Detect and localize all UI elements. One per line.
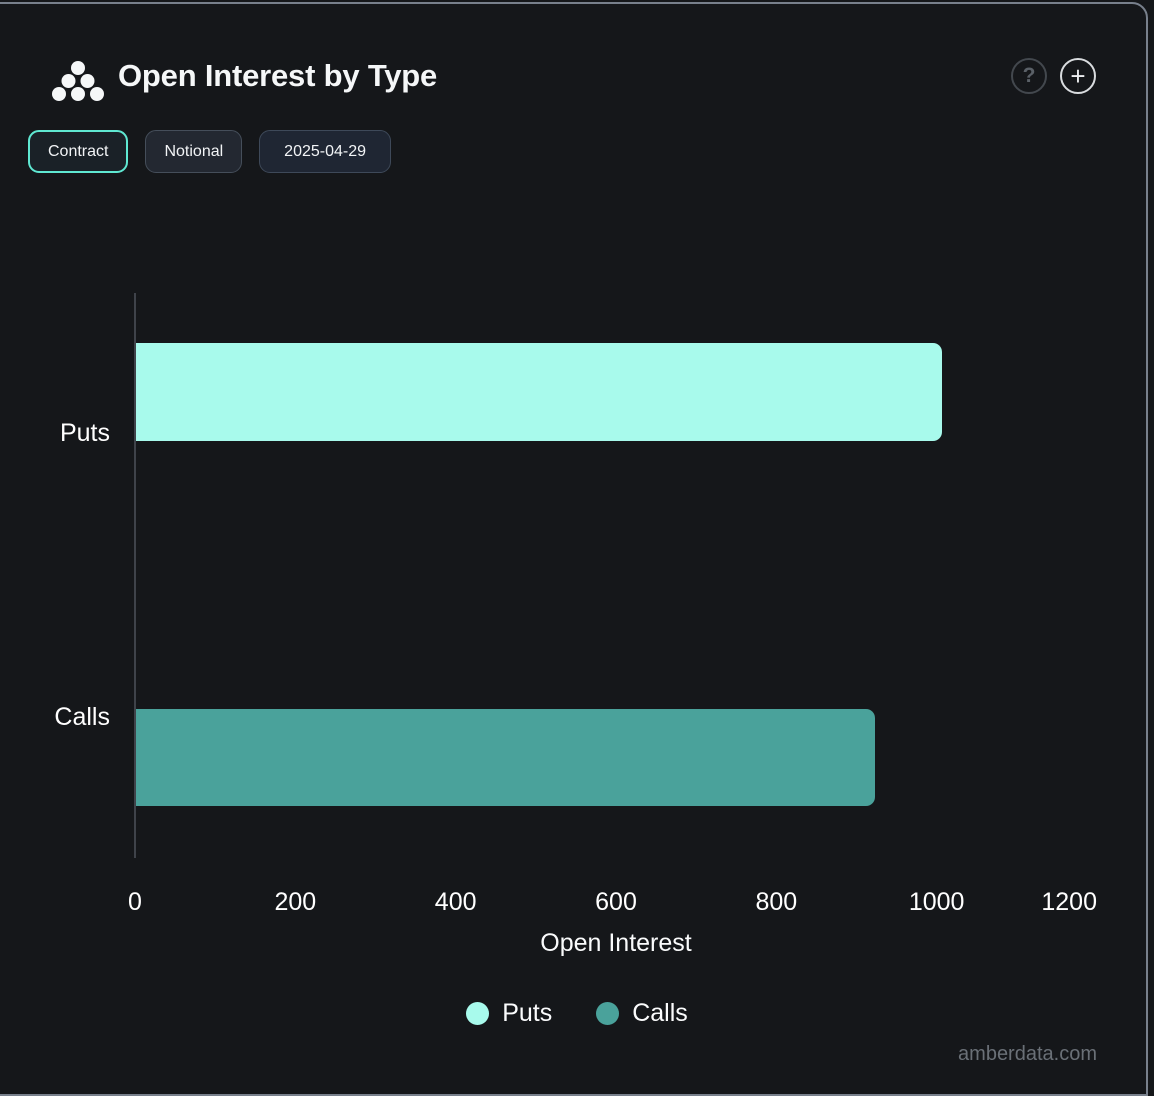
header-actions: ? + <box>1011 58 1096 94</box>
puts-bar[interactable] <box>136 343 942 441</box>
x-tick-label: 600 <box>595 888 637 916</box>
x-tick-label: 400 <box>434 888 477 916</box>
contract-toggle-button[interactable]: Contract <box>28 130 129 173</box>
help-icon[interactable]: ? <box>1011 58 1047 94</box>
x-tick-label: 800 <box>755 888 798 916</box>
x-tick-label: 200 <box>274 888 317 916</box>
x-tick-label: 1000 <box>908 888 965 916</box>
dots-pyramid-icon <box>50 60 106 102</box>
chart-legend: Puts Calls <box>0 999 1154 1028</box>
amberdata-watermark: amberdata.com <box>958 1043 1097 1065</box>
puts-legend-marker-icon <box>466 1002 490 1025</box>
category-label-calls: Calls <box>54 703 110 731</box>
calls-legend-marker-icon <box>596 1002 620 1025</box>
y-axis-line <box>134 293 136 858</box>
expiration-date-button[interactable]: 2025-04-29 <box>259 130 392 173</box>
page-title: Open Interest by Type <box>118 58 438 93</box>
x-axis-ticks: 0 200 400 600 800 1000 1200 <box>0 888 1154 920</box>
calls-legend-label: Calls <box>632 999 688 1027</box>
calls-bar[interactable] <box>136 709 876 806</box>
category-label-puts: Puts <box>59 419 110 447</box>
widget-header: Open Interest by Type ? + <box>50 56 1114 108</box>
toolbar: Contract Notional 2025-04-29 <box>28 130 392 173</box>
add-icon[interactable]: + <box>1060 58 1096 94</box>
x-tick-label: 0 <box>128 888 142 916</box>
puts-legend-label: Puts <box>502 999 553 1027</box>
notional-toggle-button[interactable]: Notional <box>145 130 243 173</box>
legend-item-puts[interactable]: Puts <box>466 999 552 1028</box>
legend-item-calls[interactable]: Calls <box>596 999 688 1028</box>
x-axis-title: Open Interest <box>540 929 692 957</box>
x-tick-label: 1200 <box>1041 888 1097 916</box>
